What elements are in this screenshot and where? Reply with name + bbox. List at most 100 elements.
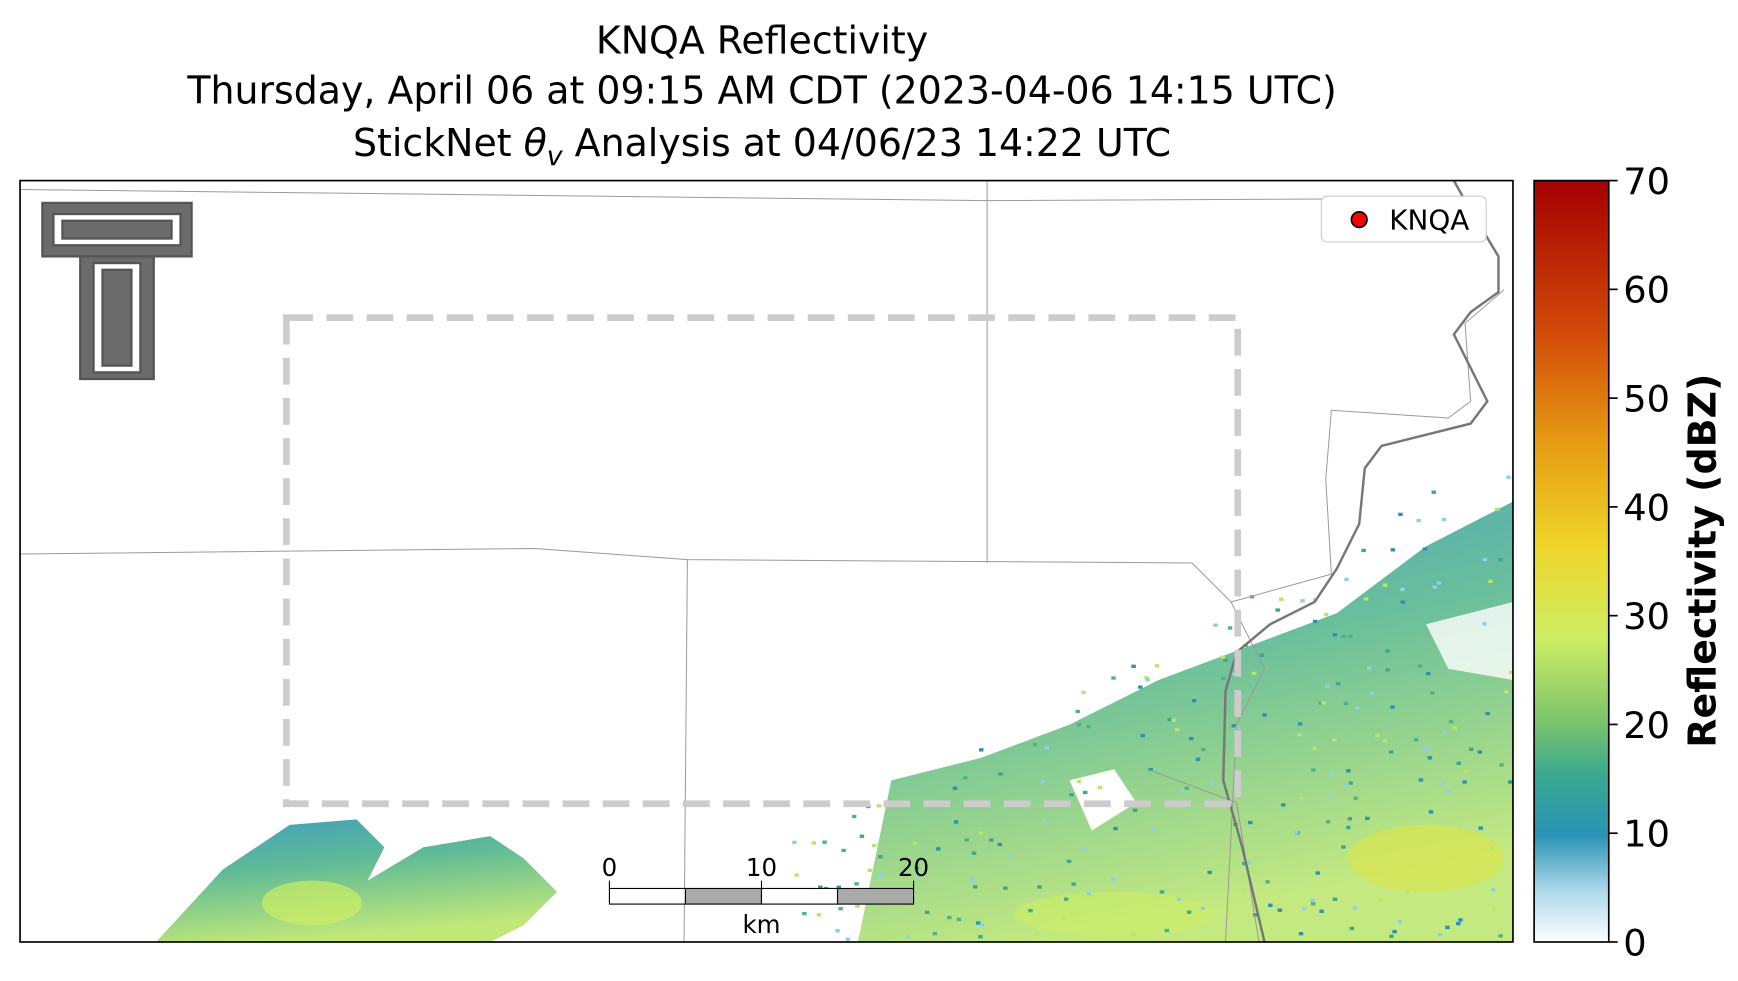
- echo-speckle: [1131, 932, 1136, 936]
- echo-speckle: [1223, 658, 1228, 662]
- echo-speckle: [845, 937, 851, 941]
- echo-speckle: [1179, 788, 1184, 793]
- radar-echoes: [155, 475, 1513, 942]
- echo-speckle: [1375, 823, 1380, 827]
- echo-speckle: [924, 910, 930, 915]
- echo-speckle: [1468, 747, 1474, 751]
- echo-speckle: [859, 834, 865, 838]
- echo-speckle: [1042, 818, 1048, 823]
- echo-speckle: [1174, 861, 1180, 866]
- echo-speckle: [851, 814, 857, 819]
- echo-speckle: [1499, 763, 1504, 767]
- echo-speckle: [1154, 664, 1160, 668]
- echo-speckle: [1417, 664, 1423, 668]
- echo-speckle: [1066, 859, 1072, 863]
- echo-speckle: [1321, 701, 1326, 705]
- echo-speckle: [1366, 666, 1372, 670]
- echo-speckle: [1138, 685, 1143, 689]
- echo-speckle: [1131, 664, 1136, 669]
- echo-speckle: [1201, 747, 1206, 752]
- echo-speckle: [1422, 547, 1428, 551]
- echo-speckle: [979, 923, 985, 927]
- echo-speckle: [1369, 691, 1375, 695]
- echo-speckle: [1448, 719, 1454, 724]
- echo-speckle: [947, 915, 952, 920]
- echo-speckle: [1418, 778, 1424, 782]
- title-prefix: StickNet: [353, 121, 524, 165]
- echo-speckle: [1363, 597, 1369, 601]
- echo-speckle: [878, 855, 883, 859]
- echo-speckle: [1488, 579, 1493, 583]
- echo-speckle: [970, 877, 975, 881]
- legend-label: KNQA: [1389, 204, 1469, 237]
- echo-speckle: [1349, 926, 1355, 931]
- echo-speckle: [1490, 887, 1496, 892]
- echo-speckle: [1294, 830, 1299, 834]
- echo-speckle: [836, 885, 842, 889]
- echo-speckle: [1494, 507, 1500, 511]
- echo-speckle: [1110, 877, 1116, 881]
- title-line-3: StickNet θv Analysis at 04/06/23 14:22 U…: [353, 121, 1171, 172]
- echo-speckle: [1312, 619, 1318, 624]
- echo-speckle: [1167, 717, 1173, 722]
- echo-speckle: [1456, 921, 1461, 926]
- echo-speckle: [1353, 796, 1358, 800]
- echo-speckle: [1490, 846, 1495, 850]
- echo-speckle: [975, 921, 981, 925]
- scale-segment: [836, 887, 915, 905]
- echo-speckle: [1302, 906, 1307, 911]
- echo-speckle: [1438, 933, 1443, 937]
- echo-speckle: [1250, 836, 1255, 840]
- echo-speckle: [818, 885, 823, 889]
- echo-speckle: [1311, 902, 1316, 906]
- echo-speckle: [1436, 581, 1442, 585]
- scale-segment: [608, 887, 687, 905]
- echo-speckle: [979, 748, 984, 752]
- echo-speckle: [1241, 888, 1247, 892]
- echo-speckle: [1265, 880, 1270, 884]
- scale-segment: [760, 887, 839, 905]
- echo-speckle: [1416, 518, 1421, 523]
- echo-speckle: [1253, 913, 1258, 917]
- echo-speckle: [1498, 934, 1503, 938]
- echo-speckle: [822, 840, 827, 844]
- echo-speckle: [1003, 886, 1008, 890]
- echo-speckle: [792, 840, 797, 845]
- echo-speckle: [1248, 820, 1253, 825]
- echo-speckle: [1325, 684, 1330, 688]
- echo-speckle: [1213, 623, 1218, 627]
- echo-speckle: [1221, 676, 1226, 680]
- echo-speckle: [1400, 587, 1405, 592]
- echo-speckle: [1075, 709, 1080, 714]
- echo-speckle: [1297, 732, 1302, 737]
- echo-speckle: [1211, 781, 1216, 785]
- echo-speckle: [1397, 920, 1403, 924]
- echo-speckle: [1427, 756, 1433, 760]
- echo-speckle: [1040, 780, 1046, 784]
- echo-speckle: [1176, 897, 1182, 901]
- echo-speckle: [1344, 577, 1349, 582]
- echo-speckle: [1482, 557, 1488, 562]
- echo-speckle: [952, 786, 958, 790]
- echo-speckle: [1312, 746, 1317, 751]
- echo-speckle: [989, 838, 994, 842]
- echo-speckle: [1335, 682, 1341, 686]
- echo-speckle: [1081, 690, 1086, 695]
- echo-speckle: [1428, 810, 1434, 814]
- echo-speckle: [1083, 790, 1088, 795]
- scale-tick-label: 10: [746, 853, 777, 882]
- echo-speckle: [1113, 826, 1118, 831]
- echo-speckle: [1111, 676, 1116, 680]
- echo-speckle: [1388, 750, 1394, 754]
- echo-speckle: [956, 917, 962, 922]
- echo-speckle: [1445, 925, 1450, 930]
- colorbar: [1533, 179, 1610, 943]
- echo-speckle: [972, 885, 978, 889]
- echo-speckle: [905, 935, 910, 939]
- echo-speckle: [1348, 634, 1353, 639]
- echo-speckle: [1359, 806, 1365, 810]
- echo-speckle: [1426, 671, 1431, 676]
- echo-speckle: [1298, 932, 1304, 936]
- echo-speckle: [1171, 718, 1176, 722]
- echo-speckle: [1246, 861, 1252, 865]
